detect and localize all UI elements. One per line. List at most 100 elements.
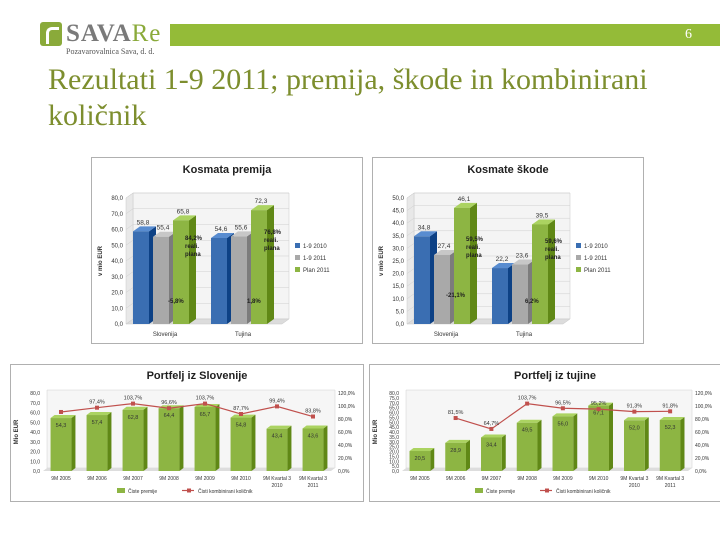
y-tick-label: 80,0 bbox=[30, 391, 40, 397]
annotation-text: reali. bbox=[264, 238, 278, 244]
x-tick-label: 2011 bbox=[665, 483, 676, 489]
line-marker bbox=[131, 401, 135, 406]
line-marker bbox=[59, 409, 63, 414]
bar-top bbox=[153, 231, 176, 237]
chart-kosmata-premija: Kosmata premija 0,0 10,0 20,0 30,0 40,0 50,0 60… bbox=[91, 157, 363, 344]
header-bar bbox=[170, 24, 720, 46]
y2-tick-label: 0,0% bbox=[695, 469, 707, 475]
gridline bbox=[125, 271, 134, 277]
legend-swatch bbox=[295, 255, 300, 260]
y-tick-label: 30,0 bbox=[111, 275, 123, 281]
y-tick-label: 50,0 bbox=[111, 243, 123, 249]
data-label: 23,6 bbox=[516, 253, 529, 260]
annotation-text: reali. bbox=[466, 245, 480, 251]
x-tick-label: 9M 2008 bbox=[517, 476, 537, 482]
gridline bbox=[406, 255, 415, 262]
y-tick-label: 0,0 bbox=[392, 469, 399, 475]
y2-tick-label: 40,0% bbox=[695, 443, 710, 449]
bar-side bbox=[267, 205, 274, 324]
x-tick-label: 2010 bbox=[271, 483, 282, 489]
y-tick-label: 50,0 bbox=[392, 196, 404, 202]
bar-side bbox=[143, 406, 148, 471]
bar-side bbox=[501, 434, 506, 471]
gridline bbox=[125, 208, 134, 214]
annotation-text: 59,6% bbox=[545, 239, 563, 245]
bar-top bbox=[414, 231, 437, 237]
legend-label: 1-9 2010 bbox=[303, 244, 327, 250]
bar-top bbox=[231, 231, 254, 237]
legend-marker bbox=[187, 488, 191, 493]
y2-tick-label: 100,0% bbox=[338, 404, 356, 410]
bar-side bbox=[251, 414, 256, 471]
y2-tick-label: 20,0% bbox=[338, 456, 353, 462]
y-tick-label: 30,0 bbox=[389, 440, 399, 446]
data-label: 46,1 bbox=[458, 196, 471, 203]
line-data-label: 83,8% bbox=[305, 409, 321, 415]
chart-portfelj-tujine: Portfelj iz tujine 0,05,010,015,020,025,0… bbox=[369, 364, 720, 502]
x-tick-label: 2010 bbox=[629, 483, 640, 489]
bar-data-label: 28,9 bbox=[450, 448, 461, 454]
bar-top bbox=[512, 259, 535, 265]
y-tick-label: 25,0 bbox=[392, 259, 404, 265]
bar-data-label: 49,5 bbox=[522, 428, 533, 434]
y-tick-label: 80,0 bbox=[111, 196, 123, 202]
line-marker bbox=[203, 401, 207, 406]
legend-label: 1-9 2010 bbox=[584, 244, 608, 250]
growth-annotation: -21,1% bbox=[446, 293, 466, 299]
bar bbox=[409, 451, 431, 471]
y2-tick-label: 40,0% bbox=[338, 443, 353, 449]
combined-ratio-line bbox=[60, 402, 314, 418]
data-label: 34,8 bbox=[418, 224, 431, 231]
y-tick-label: 50,0 bbox=[30, 420, 40, 426]
slide-title: Rezultati 1-9 2011; premija, škode in ko… bbox=[48, 63, 648, 132]
y-tick-label: 40,0 bbox=[30, 430, 40, 436]
legend-label: 1-9 2011 bbox=[303, 256, 327, 262]
line-data-label: 103,7% bbox=[124, 396, 143, 402]
bar bbox=[532, 224, 548, 324]
line-data-label: 91,8% bbox=[662, 403, 678, 409]
line-marker bbox=[489, 426, 494, 431]
line-data-label: 95,2% bbox=[591, 401, 607, 407]
y2-tick-label: 120,0% bbox=[338, 391, 356, 397]
plot-floor bbox=[402, 468, 692, 471]
y-tick-label: 0,0 bbox=[396, 322, 405, 328]
y-tick-label: 15,0 bbox=[389, 454, 399, 460]
bar bbox=[266, 428, 288, 471]
legend-swatch bbox=[295, 267, 300, 272]
x-tick-label: 9M Kvartal 3 bbox=[620, 476, 648, 482]
gridline bbox=[125, 192, 134, 199]
line-data-label: 96,6% bbox=[161, 400, 177, 406]
logo-subtitle: Pozavarovalnica Sava, d. d. bbox=[66, 47, 155, 56]
y-tick-label: 10,0 bbox=[111, 306, 123, 312]
x-tick-label: Slovenija bbox=[434, 332, 459, 338]
x-tick-label: 9M 2005 bbox=[51, 476, 71, 482]
x-tick-label: Slovenija bbox=[153, 332, 178, 338]
line-marker bbox=[668, 409, 673, 414]
bar-side bbox=[189, 215, 196, 324]
legend-marker bbox=[545, 488, 549, 493]
y2-tick-label: 20,0% bbox=[695, 456, 710, 462]
y-tick-label: 20,0 bbox=[389, 450, 399, 456]
gridline bbox=[406, 217, 415, 224]
annotation-text: 76,8% bbox=[264, 230, 282, 236]
bar bbox=[624, 420, 645, 471]
data-label: 27,4 bbox=[438, 243, 451, 250]
y-tick-label: 35,0 bbox=[392, 234, 404, 240]
line-data-label: 91,3% bbox=[627, 404, 643, 410]
line-marker bbox=[525, 401, 530, 406]
gridline bbox=[125, 255, 134, 262]
gridline bbox=[406, 280, 415, 287]
bar-top bbox=[122, 406, 148, 410]
data-label: 55,4 bbox=[157, 225, 170, 232]
chart-portfelj-slovenije: Portfelj iz Slovenije 0,0 10,0 20,0 30,0 40,0… bbox=[10, 364, 364, 502]
y-tick-label: 70,0 bbox=[30, 401, 40, 407]
x-tick-label: Tujina bbox=[516, 332, 533, 338]
y-tick-label: 10,0 bbox=[30, 459, 40, 465]
company-logo: SAVARe Pozavarovalnica Sava, d. d. bbox=[40, 20, 190, 56]
data-label: 72,3 bbox=[255, 198, 268, 205]
bar-side bbox=[323, 425, 328, 471]
bar-top bbox=[532, 219, 555, 225]
bar-data-label: 54,8 bbox=[236, 423, 247, 429]
bar-side bbox=[287, 425, 292, 471]
x-tick-label: 9M Kvartal 3 bbox=[299, 476, 327, 482]
